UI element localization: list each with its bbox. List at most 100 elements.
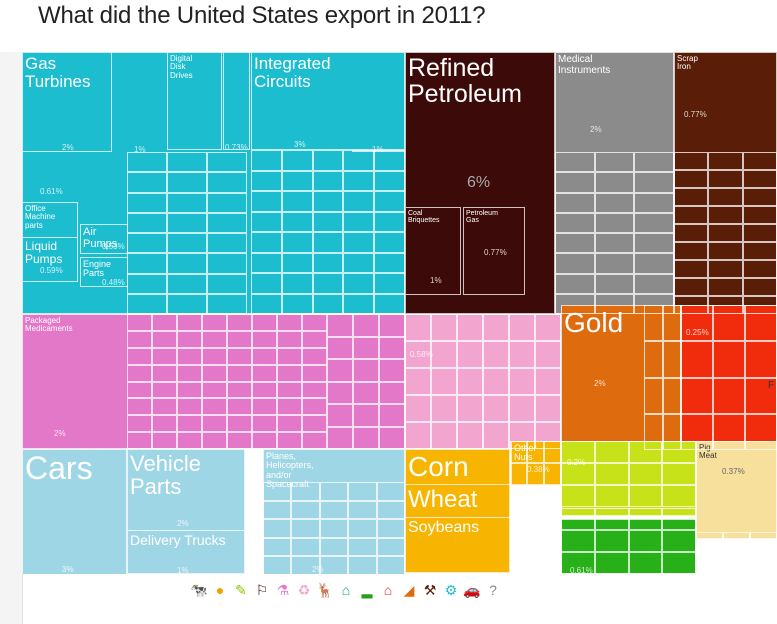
orange-icon[interactable]: ● — [215, 582, 225, 598]
treemap-subcell — [167, 172, 207, 193]
treemap-subcell — [561, 507, 595, 530]
treemap-subcell — [431, 341, 457, 368]
question-icon[interactable]: ? — [489, 582, 497, 598]
treemap-subcell — [483, 314, 509, 341]
treemap-subcell — [713, 341, 745, 378]
treemap-subcell — [353, 359, 379, 382]
oil-derrick-icon[interactable]: ⚐ — [255, 581, 269, 598]
treemap-subcell — [535, 314, 561, 341]
coal-briquettes-cell[interactable] — [405, 207, 461, 295]
treemap-subcell — [152, 364, 177, 382]
treemap-subcell — [681, 377, 713, 414]
treemap-value-label: 0.38% — [527, 465, 550, 474]
sewing-machine-icon[interactable]: ⌂ — [341, 582, 351, 598]
treemap-subcell — [251, 170, 282, 191]
vehicle-parts-cell[interactable] — [127, 449, 245, 539]
soybeans-cell[interactable] — [405, 517, 510, 573]
leaf-icon[interactable]: ✎ — [235, 581, 247, 598]
treemap-subcell — [674, 188, 709, 206]
treemap-label: Vehicle Parts — [130, 451, 201, 500]
treemap-subcell — [457, 422, 483, 449]
treemap-subcell — [319, 556, 349, 574]
treemap-subcell — [662, 441, 696, 464]
treemap-value-label: 0.58% — [410, 350, 433, 359]
treemap-subcell — [628, 485, 663, 508]
cow-icon[interactable]: 🐄 — [190, 581, 208, 598]
car-icon[interactable]: 🚗 — [463, 581, 481, 598]
engine-parts-cell[interactable] — [80, 257, 128, 287]
treemap-subcell — [263, 482, 292, 501]
delivery-trucks-cell[interactable] — [127, 530, 245, 574]
treemap-value-label: 0.25% — [686, 328, 709, 337]
house-icon[interactable]: ⌂ — [383, 582, 393, 598]
treemap-value-label: 1% — [134, 145, 146, 154]
treemap-subcell — [319, 519, 349, 538]
integrated-circuits-cell[interactable] — [251, 52, 405, 150]
cars-cell[interactable] — [22, 449, 127, 574]
treemap-subcell — [302, 432, 327, 449]
treemap-subcell — [594, 273, 635, 294]
treemap-subcell — [594, 507, 629, 530]
treemap-label: Petroleum Gas — [466, 210, 498, 225]
treemap-subcell — [327, 314, 353, 337]
treemap-cell[interactable] — [223, 52, 250, 150]
treemap-subcell — [302, 415, 327, 433]
treemap-subcell — [634, 233, 674, 254]
treemap-subcell — [353, 381, 379, 404]
treemap-subcell — [277, 330, 302, 348]
treemap-subcell — [277, 347, 302, 365]
treemap-subcell — [348, 519, 377, 538]
air-pumps-cell[interactable] — [80, 224, 128, 254]
deer-icon[interactable]: 🦌 — [316, 581, 334, 598]
petroleum-gas-cell[interactable] — [463, 207, 525, 295]
gear-icon[interactable]: ⚙ — [444, 581, 458, 598]
treemap-subcell — [457, 314, 483, 341]
treemap-subcell — [510, 551, 527, 574]
treemap-subcell — [644, 305, 663, 342]
treemap-subcell — [202, 347, 227, 365]
treemap-subcell — [431, 422, 457, 449]
treemap-label: Office Machine parts — [25, 204, 56, 230]
treemap-subcell — [457, 395, 483, 422]
gem-icon[interactable]: ◢ — [403, 581, 415, 598]
treemap-subcell — [353, 404, 379, 427]
treemap-label: Packaged Medicaments — [25, 316, 73, 334]
treemap-subcell — [662, 377, 681, 414]
treemap-subcell — [127, 364, 152, 382]
digital-disk-drives-cell[interactable] — [167, 52, 222, 150]
treemap-subcell — [457, 368, 483, 395]
treemap-subcell — [662, 341, 681, 378]
recycle-icon[interactable]: ♻ — [297, 581, 311, 598]
treemap-subcell — [127, 347, 152, 365]
treemap-subcell — [723, 532, 750, 553]
treemap-subcell — [252, 347, 277, 365]
treemap-subcell — [127, 432, 152, 449]
treemap-subcell — [696, 532, 723, 553]
treemap-subcell — [594, 463, 629, 486]
treemap-label: Delivery Trucks — [130, 532, 226, 548]
treemap-value-label: 1% — [430, 276, 442, 285]
treemap-subcell — [634, 293, 674, 314]
treemap-subcell — [431, 395, 457, 422]
treemap-subcell — [202, 432, 227, 449]
treemap-subcell — [127, 233, 167, 254]
treemap-subcell — [745, 305, 777, 342]
treemap-subcell — [327, 359, 353, 382]
treemap-subcell — [674, 206, 709, 224]
gas-turbines-cell[interactable] — [22, 52, 112, 152]
treemap-subcell — [708, 224, 743, 242]
treemap-subcell — [750, 553, 777, 574]
treemap-subcell — [227, 314, 252, 331]
treemap-subcell — [376, 482, 405, 501]
treemap-subcell — [674, 152, 709, 170]
treemap-subcell — [177, 364, 202, 382]
liquid-pumps-cell[interactable] — [22, 237, 78, 282]
flask-icon[interactable]: ⚗ — [276, 581, 290, 598]
treemap-value-label: 0.53% — [102, 242, 125, 251]
treemap-subcell — [353, 426, 379, 449]
treemap-subcell — [561, 485, 595, 508]
treemap-subcell — [662, 463, 696, 486]
tools-icon[interactable]: ⚒ — [423, 581, 437, 598]
treemap-subcell — [312, 191, 344, 212]
shoe-icon[interactable]: ▂ — [361, 581, 373, 598]
